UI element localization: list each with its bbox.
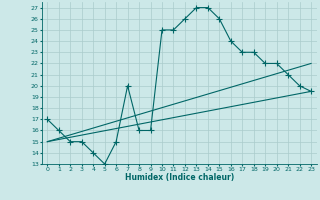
X-axis label: Humidex (Indice chaleur): Humidex (Indice chaleur) xyxy=(124,173,234,182)
